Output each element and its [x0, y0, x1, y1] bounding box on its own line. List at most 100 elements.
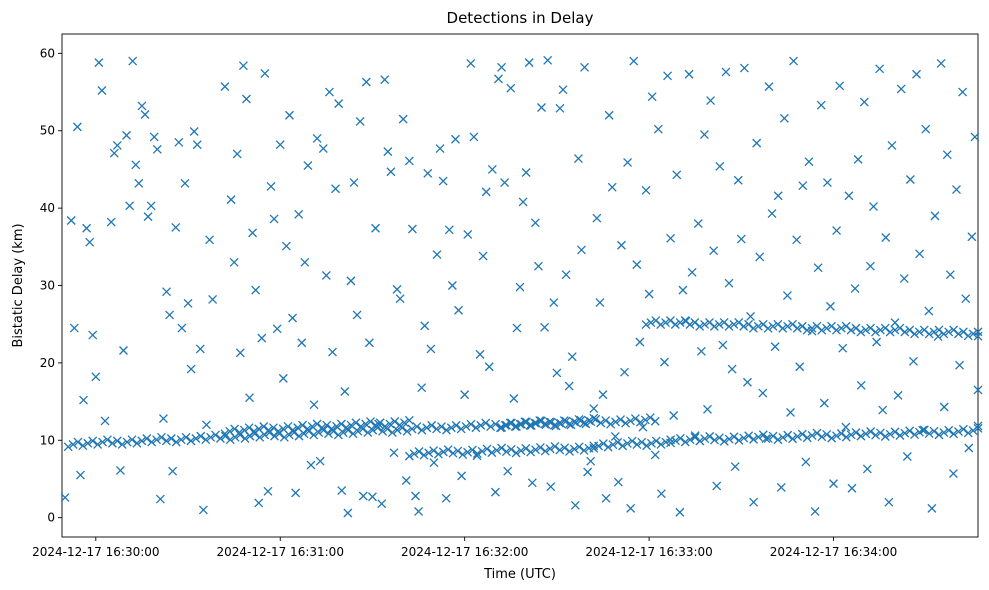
data-point	[263, 486, 273, 496]
data-point	[198, 505, 208, 515]
x-tick-label: 2024-12-17 16:33:00	[585, 545, 712, 559]
data-point	[788, 434, 798, 444]
data-point	[872, 337, 882, 347]
data-point	[773, 191, 783, 201]
data-point	[709, 246, 719, 256]
data-point	[900, 327, 910, 337]
data-point	[817, 432, 827, 442]
data-point	[952, 185, 961, 195]
data-point	[912, 69, 921, 79]
data-point	[598, 439, 608, 449]
data-point	[383, 147, 393, 157]
data-point	[230, 424, 240, 434]
data-point	[466, 419, 476, 429]
data-point	[389, 448, 399, 458]
data-point	[192, 140, 202, 150]
data-point	[107, 438, 117, 448]
data-point	[545, 444, 555, 454]
data-point	[569, 444, 579, 454]
data-point	[189, 127, 199, 136]
data-point	[291, 488, 301, 498]
x-tick-label: 2024-12-17 16:34:00	[770, 545, 897, 559]
data-point	[361, 419, 371, 429]
data-point	[512, 323, 522, 333]
data-point	[721, 67, 731, 77]
data-point	[875, 64, 885, 74]
data-point	[663, 71, 673, 81]
data-point	[623, 157, 633, 167]
data-point	[137, 101, 147, 111]
data-point	[939, 329, 949, 339]
data-point	[487, 448, 497, 458]
data-point	[143, 212, 153, 222]
data-point	[695, 321, 705, 331]
data-point	[866, 427, 876, 436]
data-point	[693, 219, 703, 229]
data-point	[434, 449, 443, 459]
data-point	[629, 56, 639, 66]
data-point	[254, 424, 264, 434]
data-point	[841, 422, 851, 432]
data-point	[132, 438, 142, 448]
data-point	[607, 182, 617, 192]
data-point	[537, 103, 546, 112]
data-point	[583, 467, 593, 477]
data-point	[954, 329, 963, 339]
data-point	[417, 383, 427, 393]
data-point	[954, 427, 963, 437]
data-point	[451, 420, 461, 430]
y-tick-label: 30	[40, 279, 55, 293]
markers-layer	[60, 55, 983, 518]
data-point	[385, 419, 395, 429]
data-point	[461, 422, 471, 432]
data-point	[595, 298, 605, 307]
data-point	[244, 423, 254, 433]
data-point	[921, 124, 931, 134]
data-point	[232, 149, 242, 159]
data-point	[927, 503, 937, 513]
data-point	[165, 310, 175, 320]
data-point	[248, 228, 258, 238]
data-point	[825, 301, 835, 311]
data-point	[450, 134, 460, 144]
data-point	[570, 500, 580, 510]
data-point	[973, 423, 983, 433]
data-point	[586, 456, 596, 466]
data-point	[869, 202, 878, 212]
data-point	[149, 132, 159, 142]
data-point	[613, 437, 623, 447]
data-point	[719, 317, 729, 327]
data-point	[958, 424, 968, 434]
axes-frame	[61, 33, 979, 538]
data-point	[739, 63, 749, 73]
data-point	[205, 235, 215, 245]
data-point	[564, 381, 574, 391]
data-point	[272, 324, 282, 334]
data-point	[788, 319, 797, 329]
data-point	[703, 404, 712, 414]
data-point	[678, 285, 688, 295]
x-axis-label: Time (UTC)	[483, 567, 556, 582]
data-point	[340, 387, 350, 396]
data-point	[183, 298, 193, 308]
data-point	[402, 426, 412, 436]
data-point	[755, 252, 765, 262]
y-tick-label: 0	[47, 511, 55, 525]
data-point	[315, 456, 325, 466]
data-point	[482, 444, 492, 454]
data-point	[491, 419, 500, 429]
data-point	[269, 214, 279, 224]
data-point	[147, 437, 157, 447]
data-point	[637, 437, 647, 447]
data-point	[880, 323, 890, 333]
data-point	[813, 263, 823, 273]
data-point	[895, 323, 905, 333]
data-point	[656, 320, 666, 330]
data-point	[816, 100, 826, 110]
data-point	[709, 321, 719, 331]
data-point	[82, 223, 92, 233]
data-point	[93, 440, 103, 449]
data-point	[566, 420, 576, 430]
y-tick-label: 60	[40, 46, 55, 60]
data-point	[288, 425, 298, 435]
